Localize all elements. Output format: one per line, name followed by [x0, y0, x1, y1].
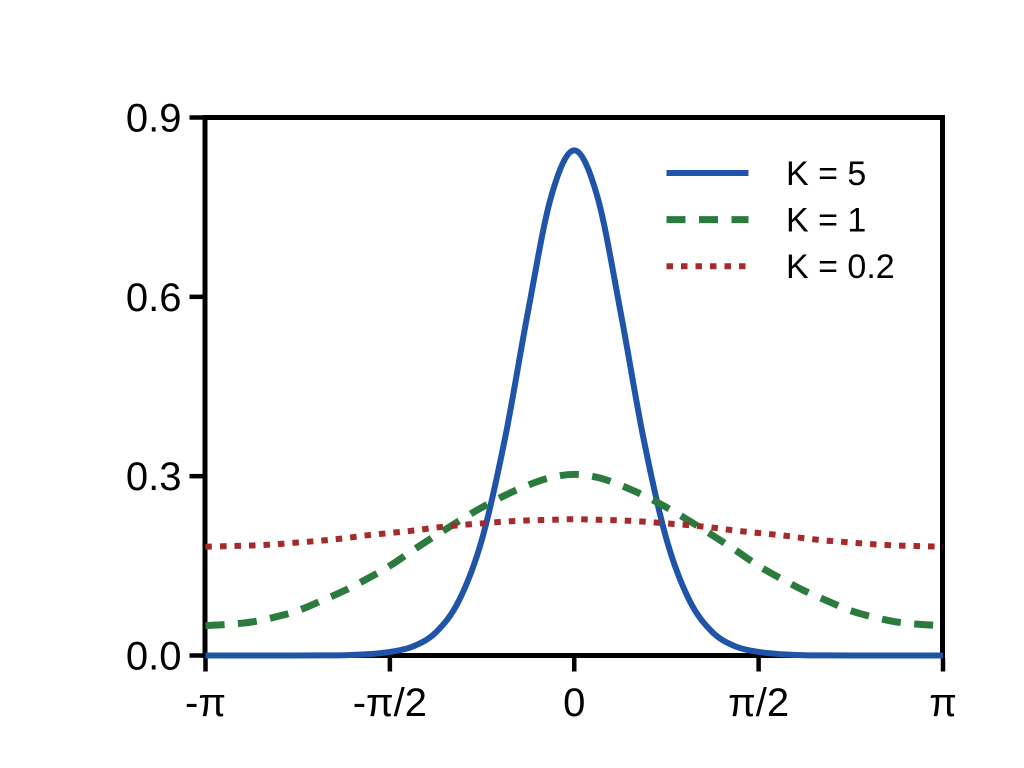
curve-k-0.2: [205, 516, 944, 550]
legend: K = 5 K = 1 K = 0.2: [666, 155, 895, 286]
legend-label: K = 0.2: [786, 248, 895, 286]
legend-item: K = 5: [666, 155, 866, 193]
y-axis: 0.0 0.3 0.6 0.9: [126, 97, 203, 679]
curve-k-1: [205, 470, 944, 630]
y-tick-label: 0.9: [126, 97, 182, 141]
x-tick-label: π: [929, 681, 957, 725]
legend-label: K = 5: [786, 155, 866, 193]
y-tick-label: 0.3: [126, 455, 182, 499]
plot-border: [202, 115, 945, 658]
x-tick-label: -π: [185, 681, 226, 725]
curve-group: [205, 147, 944, 659]
x-axis: -π -π/2 0 π/2 π: [185, 658, 957, 725]
y-tick-label: 0.0: [126, 635, 182, 679]
y-tick-label: 0.6: [126, 276, 182, 320]
legend-item: K = 0.2: [666, 248, 895, 286]
legend-label: K = 1: [786, 202, 866, 240]
curve-k-5: [205, 147, 943, 659]
x-tick-label: π/2: [728, 681, 789, 725]
x-tick-label: -π/2: [353, 681, 427, 725]
legend-item: K = 1: [666, 202, 866, 240]
x-tick-label: 0: [563, 681, 585, 725]
